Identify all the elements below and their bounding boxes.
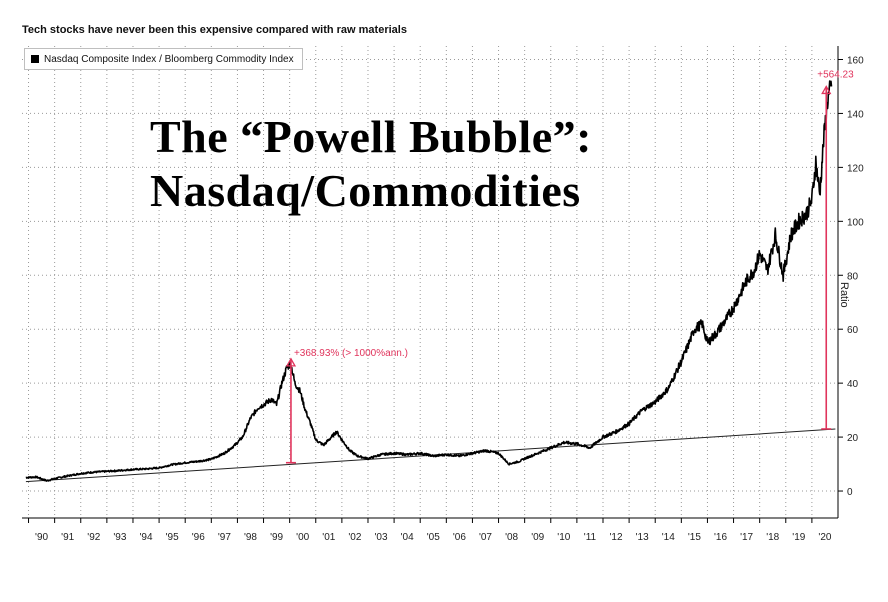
x-tick-label: '97 — [218, 532, 231, 543]
x-tick-label: '93 — [113, 532, 126, 543]
y-tick-label: 40 — [847, 379, 859, 390]
legend-swatch — [31, 55, 39, 63]
x-tick-label: '92 — [87, 532, 100, 543]
series-group — [25, 80, 833, 482]
x-tick-label: '91 — [61, 532, 74, 543]
x-tick-label: '02 — [348, 532, 361, 543]
annotation-arrowhead — [821, 85, 832, 95]
x-tick-label: '17 — [740, 532, 753, 543]
annotation-label: +368.93% (> 1000%ann.) — [294, 348, 408, 359]
headline-line-2: Nasdaq/Commodities — [150, 165, 581, 216]
headline: The “Powell Bubble”: Nasdaq/Commodities — [150, 110, 592, 218]
x-tick-label: '14 — [662, 532, 675, 543]
x-tick-label: '16 — [714, 532, 727, 543]
legend: Nasdaq Composite Index / Bloomberg Commo… — [24, 48, 303, 70]
x-tick-label: '98 — [244, 532, 257, 543]
y-tick-label: 20 — [847, 433, 859, 444]
x-tick-label: '12 — [610, 532, 623, 543]
x-tick-label: '94 — [140, 532, 153, 543]
y-tick-label: 80 — [847, 271, 859, 282]
x-tick-label: '15 — [688, 532, 701, 543]
y-tick-label: 120 — [847, 163, 864, 174]
y-tick-label: 100 — [847, 217, 864, 228]
x-tick-label: '08 — [505, 532, 518, 543]
x-tick-label: '11 — [584, 532, 597, 543]
x-tick-label: '06 — [453, 532, 466, 543]
y-axis-ticks: 0 20 40 60 80 100 120 140 160 — [838, 55, 864, 498]
y-tick-label: 140 — [847, 109, 864, 120]
headline-line-1: The “Powell Bubble”: — [150, 111, 592, 162]
x-tick-label: '00 — [296, 532, 309, 543]
x-tick-label: '13 — [636, 532, 649, 543]
y-axis-label: Ratio — [838, 282, 850, 308]
x-tick-label: '20 — [818, 532, 831, 543]
x-tick-label: '03 — [375, 532, 388, 543]
x-tick-label: '05 — [427, 532, 440, 543]
x-tick-label: '19 — [792, 532, 805, 543]
series-line — [25, 80, 833, 482]
x-tick-label: '18 — [766, 532, 779, 543]
gridlines — [22, 46, 838, 518]
x-tick-label: '99 — [270, 532, 283, 543]
x-tick-label: '09 — [531, 532, 544, 543]
x-tick-label: '01 — [322, 532, 335, 543]
x-tick-label: '04 — [401, 532, 414, 543]
y-tick-label: 0 — [847, 487, 853, 498]
annotation-label: +564.23 — [817, 69, 854, 80]
y-tick-label: 160 — [847, 55, 864, 66]
y-tick-label: 60 — [847, 325, 859, 336]
annotations: +368.93% (> 1000%ann.) +564.23 — [285, 69, 854, 464]
x-axis-ticks: '90 '91 '92 '93 '94 '95 '96 '97 '98 '99 '00 '01 '02 '… — [28, 518, 832, 543]
x-tick-label: '10 — [557, 532, 570, 543]
x-tick-label: '95 — [166, 532, 179, 543]
legend-label: Nasdaq Composite Index / Bloomberg Commo… — [44, 53, 294, 65]
x-tick-label: '90 — [35, 532, 48, 543]
annotation-arrowhead — [285, 357, 297, 367]
x-tick-label: '07 — [479, 532, 492, 543]
chart-subtitle: Tech stocks have never been this expensi… — [22, 24, 407, 36]
x-tick-label: '96 — [192, 532, 205, 543]
